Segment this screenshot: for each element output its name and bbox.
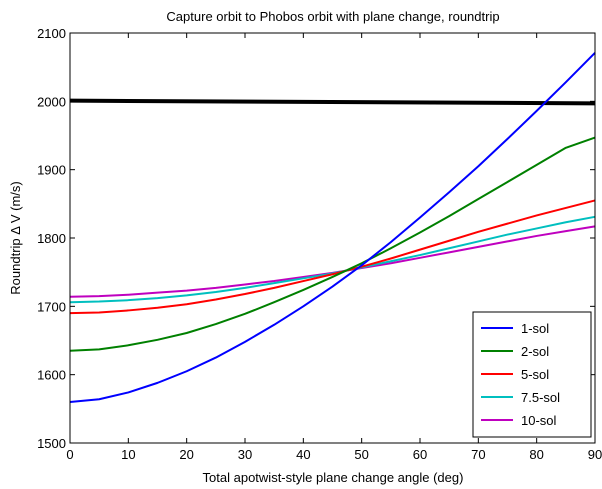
x-tick-label: 10 — [121, 447, 135, 462]
plot-area — [69, 52, 596, 403]
series-line-5-sol — [69, 199, 596, 315]
y-tick-label: 1700 — [37, 299, 66, 314]
legend-label: 1-sol — [521, 321, 549, 336]
axes: 0 10 20 30 40 50 60 70 80 90 1500 1600 1700 1800 1900 2… — [37, 26, 602, 462]
legend-label: 2-sol — [521, 344, 549, 359]
y-tick-label: 1500 — [37, 436, 66, 451]
y-tick-label: 1600 — [37, 368, 66, 383]
series-line-2-sol — [69, 136, 596, 352]
y-tick-label: 2100 — [37, 26, 66, 41]
y-tick-label: 1800 — [37, 231, 66, 246]
x-axis-label: Total apotwist-style plane change angle … — [203, 470, 464, 485]
x-tick-label: 90 — [588, 447, 602, 462]
reference-line — [69, 98, 596, 106]
series-line-1-sol — [69, 52, 596, 403]
y-tick-label: 1900 — [37, 163, 66, 178]
legend: 1-sol 2-sol 5-sol 7.5-sol 10-sol — [472, 311, 592, 438]
legend-label: 5-sol — [521, 367, 549, 382]
x-tick-label: 30 — [238, 447, 252, 462]
x-tick-label: 0 — [66, 447, 73, 462]
x-tick-label: 70 — [471, 447, 485, 462]
x-tick-label: 50 — [354, 447, 368, 462]
chart-title: Capture orbit to Phobos orbit with plane… — [166, 9, 499, 24]
legend-label: 7.5-sol — [521, 390, 560, 405]
x-tick-label: 60 — [413, 447, 427, 462]
y-tick-label: 2000 — [37, 94, 66, 109]
x-tick-label: 20 — [179, 447, 193, 462]
x-tick-label: 40 — [296, 447, 310, 462]
y-axis-label: Roundtrip Δ V (m/s) — [8, 181, 23, 294]
legend-label: 10-sol — [521, 413, 557, 428]
x-tick-label: 80 — [529, 447, 543, 462]
